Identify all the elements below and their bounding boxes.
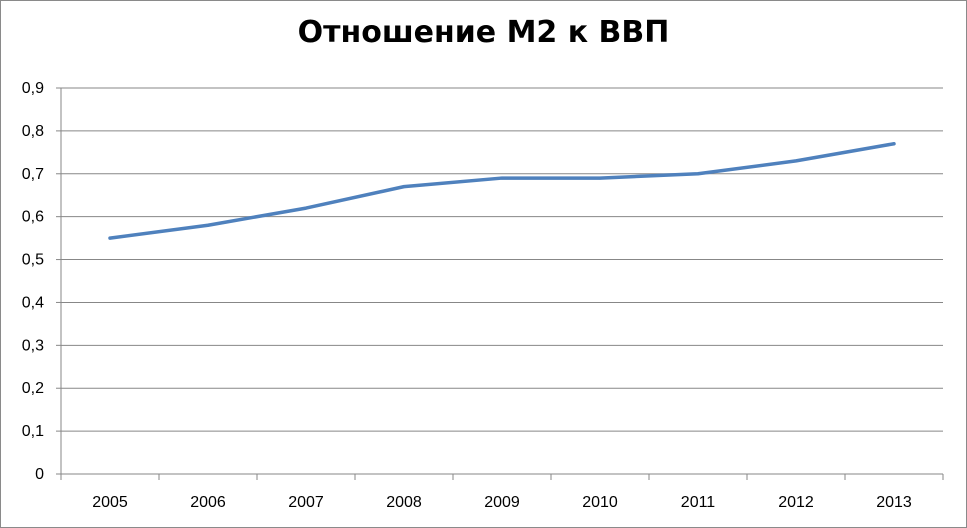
x-tick-label: 2005	[92, 494, 128, 511]
y-tick-label: 0,2	[22, 380, 44, 397]
gridlines	[61, 87, 943, 432]
data-point	[402, 185, 406, 189]
x-tick-label: 2006	[190, 494, 226, 511]
x-tick-label: 2011	[681, 494, 716, 511]
y-tick-label: 0,3	[22, 337, 44, 354]
y-tick-label: 0	[35, 466, 44, 483]
series-line	[108, 142, 896, 240]
y-axis-ticks: 0 0,1 0,2 0,3 0,4 0,5 0,6 0,7 0,8 0,9	[22, 80, 61, 483]
chart-title: Отношение М2 к ВВП	[297, 15, 670, 50]
data-point	[696, 172, 700, 176]
data-point	[892, 142, 896, 146]
data-point	[108, 236, 112, 240]
x-axis-ticks: 2005 2006 2007 2008 2009 2010 2011 2012 2013	[60, 474, 944, 511]
x-tick-label: 2013	[876, 494, 912, 511]
x-tick-label: 2012	[778, 494, 814, 511]
series-layer	[108, 142, 896, 240]
x-tick-label: 2010	[582, 494, 618, 511]
y-tick-label: 0,4	[22, 294, 44, 311]
y-tick-label: 0,8	[22, 123, 44, 140]
y-tick-label: 0,5	[22, 252, 44, 269]
axes	[60, 88, 943, 475]
x-tick-label: 2009	[484, 494, 520, 511]
data-point	[206, 223, 210, 227]
data-point	[304, 206, 308, 210]
data-point	[598, 176, 602, 180]
data-point	[500, 176, 504, 180]
x-tick-label: 2008	[386, 494, 422, 511]
data-point	[794, 159, 798, 163]
y-tick-label: 0,9	[22, 80, 44, 97]
x-tick-label: 2007	[288, 494, 324, 511]
y-tick-label: 0,1	[22, 423, 44, 440]
y-tick-label: 0,7	[22, 166, 44, 183]
y-tick-label: 0,6	[22, 209, 44, 226]
